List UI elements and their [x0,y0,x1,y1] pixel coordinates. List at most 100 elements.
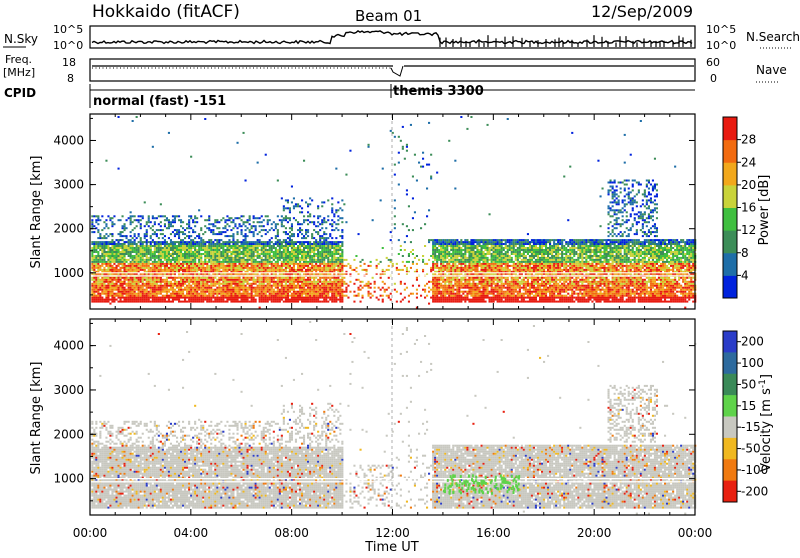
range-gate-cell [109,291,111,293]
range-gate-cell [214,265,216,267]
range-gate-cell [317,245,319,247]
range-gate-cell [287,293,289,295]
range-gate-cell [174,289,176,291]
range-gate-cell [111,261,113,263]
range-gate-cell [285,291,287,293]
range-gate-cell [436,267,438,269]
range-gate-cell [152,229,154,231]
range-gate-cell [261,215,263,217]
range-gate-cell [154,277,156,279]
range-gate-cell [255,287,257,289]
range-gate-cell [327,269,329,271]
range-gate-cell [130,293,132,295]
range-gate-cell [212,297,214,299]
range-gate-cell [388,259,390,261]
range-gate-cell [208,261,210,263]
range-gate-cell [456,239,458,241]
range-gate-cell [327,215,329,217]
range-gate-cell [218,267,220,269]
range-gate-cell [265,253,267,255]
range-gate-cell [303,279,305,281]
range-gate-cell [241,301,243,303]
range-gate-cell [279,279,281,281]
range-gate-cell [305,295,307,297]
range-gate-cell [285,267,287,269]
range-gate-cell [170,285,172,287]
range-gate-cell [275,285,277,287]
range-gate-cell [249,257,251,259]
range-gate-cell [323,219,325,221]
range-gate-cell [138,219,140,221]
range-gate-cell [222,243,224,245]
range-gate-cell [212,301,214,303]
range-gate-cell [400,140,402,142]
range-gate-cell [456,265,458,267]
range-gate-cell [101,279,103,281]
range-gate-cell [440,265,442,267]
nsky-tick-high: 10^5 [53,23,83,36]
range-gate-cell [196,217,198,219]
range-gate-cell [239,287,241,289]
range-gate-cell [180,241,182,243]
range-gate-cell [170,281,172,283]
range-gate-cell [192,287,194,289]
range-gate-cell [144,291,146,293]
range-gate-cell [212,283,214,285]
range-gate-cell [323,255,325,257]
range-gate-cell [438,249,440,251]
range-gate-cell [305,293,307,295]
range-gate-cell [333,251,335,253]
range-gate-cell [160,293,162,295]
range-gate-cell [113,289,115,291]
range-gate-cell [144,237,146,239]
range-gate-cell [176,255,178,257]
range-gate-cell [204,225,206,227]
range-gate-cell [317,293,319,295]
range-gate-cell [347,297,349,299]
range-gate-cell [317,205,319,207]
range-gate-cell [212,255,214,257]
range-gate-cell [128,283,130,285]
range-gate-cell [160,255,162,257]
range-gate-cell [301,283,303,285]
range-gate-cell [313,293,315,295]
range-gate-cell [99,297,101,299]
range-gate-cell [216,269,218,271]
range-gate-cell [188,255,190,257]
range-gate-cell [436,247,438,249]
range-gate-cell [144,235,146,237]
range-gate-cell [241,279,243,281]
range-gate-cell [99,257,101,259]
range-gate-cell [452,293,454,295]
range-gate-cell [190,297,192,299]
range-gate-cell [120,277,122,279]
range-gate-cell [97,243,99,245]
range-gate-cell [218,255,220,257]
nave-tick-low: 0 [710,72,717,85]
range-gate-cell [174,241,176,243]
range-gate-cell [323,279,325,281]
range-gate-cell [134,265,136,267]
range-gate-cell [170,297,172,299]
range-gate-cell [132,249,134,251]
range-gate-cell [291,297,293,299]
range-gate-cell [192,261,194,263]
range-gate-cell [335,261,337,263]
range-gate-cell [311,235,313,237]
range-gate-cell [198,293,200,295]
range-gate-cell [335,285,337,287]
range-gate-cell [398,269,400,271]
range-gate-cell [287,291,289,293]
range-gate-cell [247,251,249,253]
range-gate-cell [226,277,228,279]
range-gate-cell [297,205,299,207]
range-gate-cell [190,257,192,259]
range-gate-cell [319,263,321,265]
range-gate-cell [216,239,218,241]
range-gate-cell [255,291,257,293]
range-gate-cell [148,301,150,303]
range-gate-cell [156,279,158,281]
range-gate-cell [255,249,257,251]
cpid-label: CPID [4,86,36,100]
range-gate-cell [303,281,305,283]
